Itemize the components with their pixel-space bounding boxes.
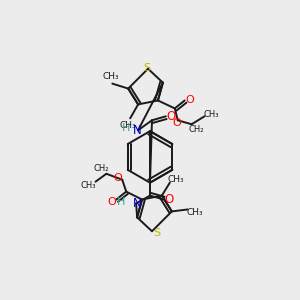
Text: O: O [107,196,116,206]
Text: H: H [122,123,130,133]
Text: CH₂: CH₂ [189,125,204,134]
Text: CH₃: CH₃ [102,72,119,81]
Text: CH₃: CH₃ [120,121,136,130]
Text: O: O [172,118,181,128]
Text: CH₃: CH₃ [186,208,203,217]
Text: O: O [185,95,194,106]
Text: O: O [113,173,122,183]
Text: S: S [143,63,151,73]
Text: S: S [153,228,161,238]
Text: O: O [166,110,176,123]
Text: N: N [133,197,142,210]
Text: CH₃: CH₃ [204,110,219,119]
Text: H: H [117,196,125,206]
Text: CH₃: CH₃ [81,181,96,190]
Text: O: O [164,193,173,206]
Text: N: N [133,124,142,137]
Text: CH₂: CH₂ [94,164,109,173]
Text: CH₃: CH₃ [167,175,184,184]
